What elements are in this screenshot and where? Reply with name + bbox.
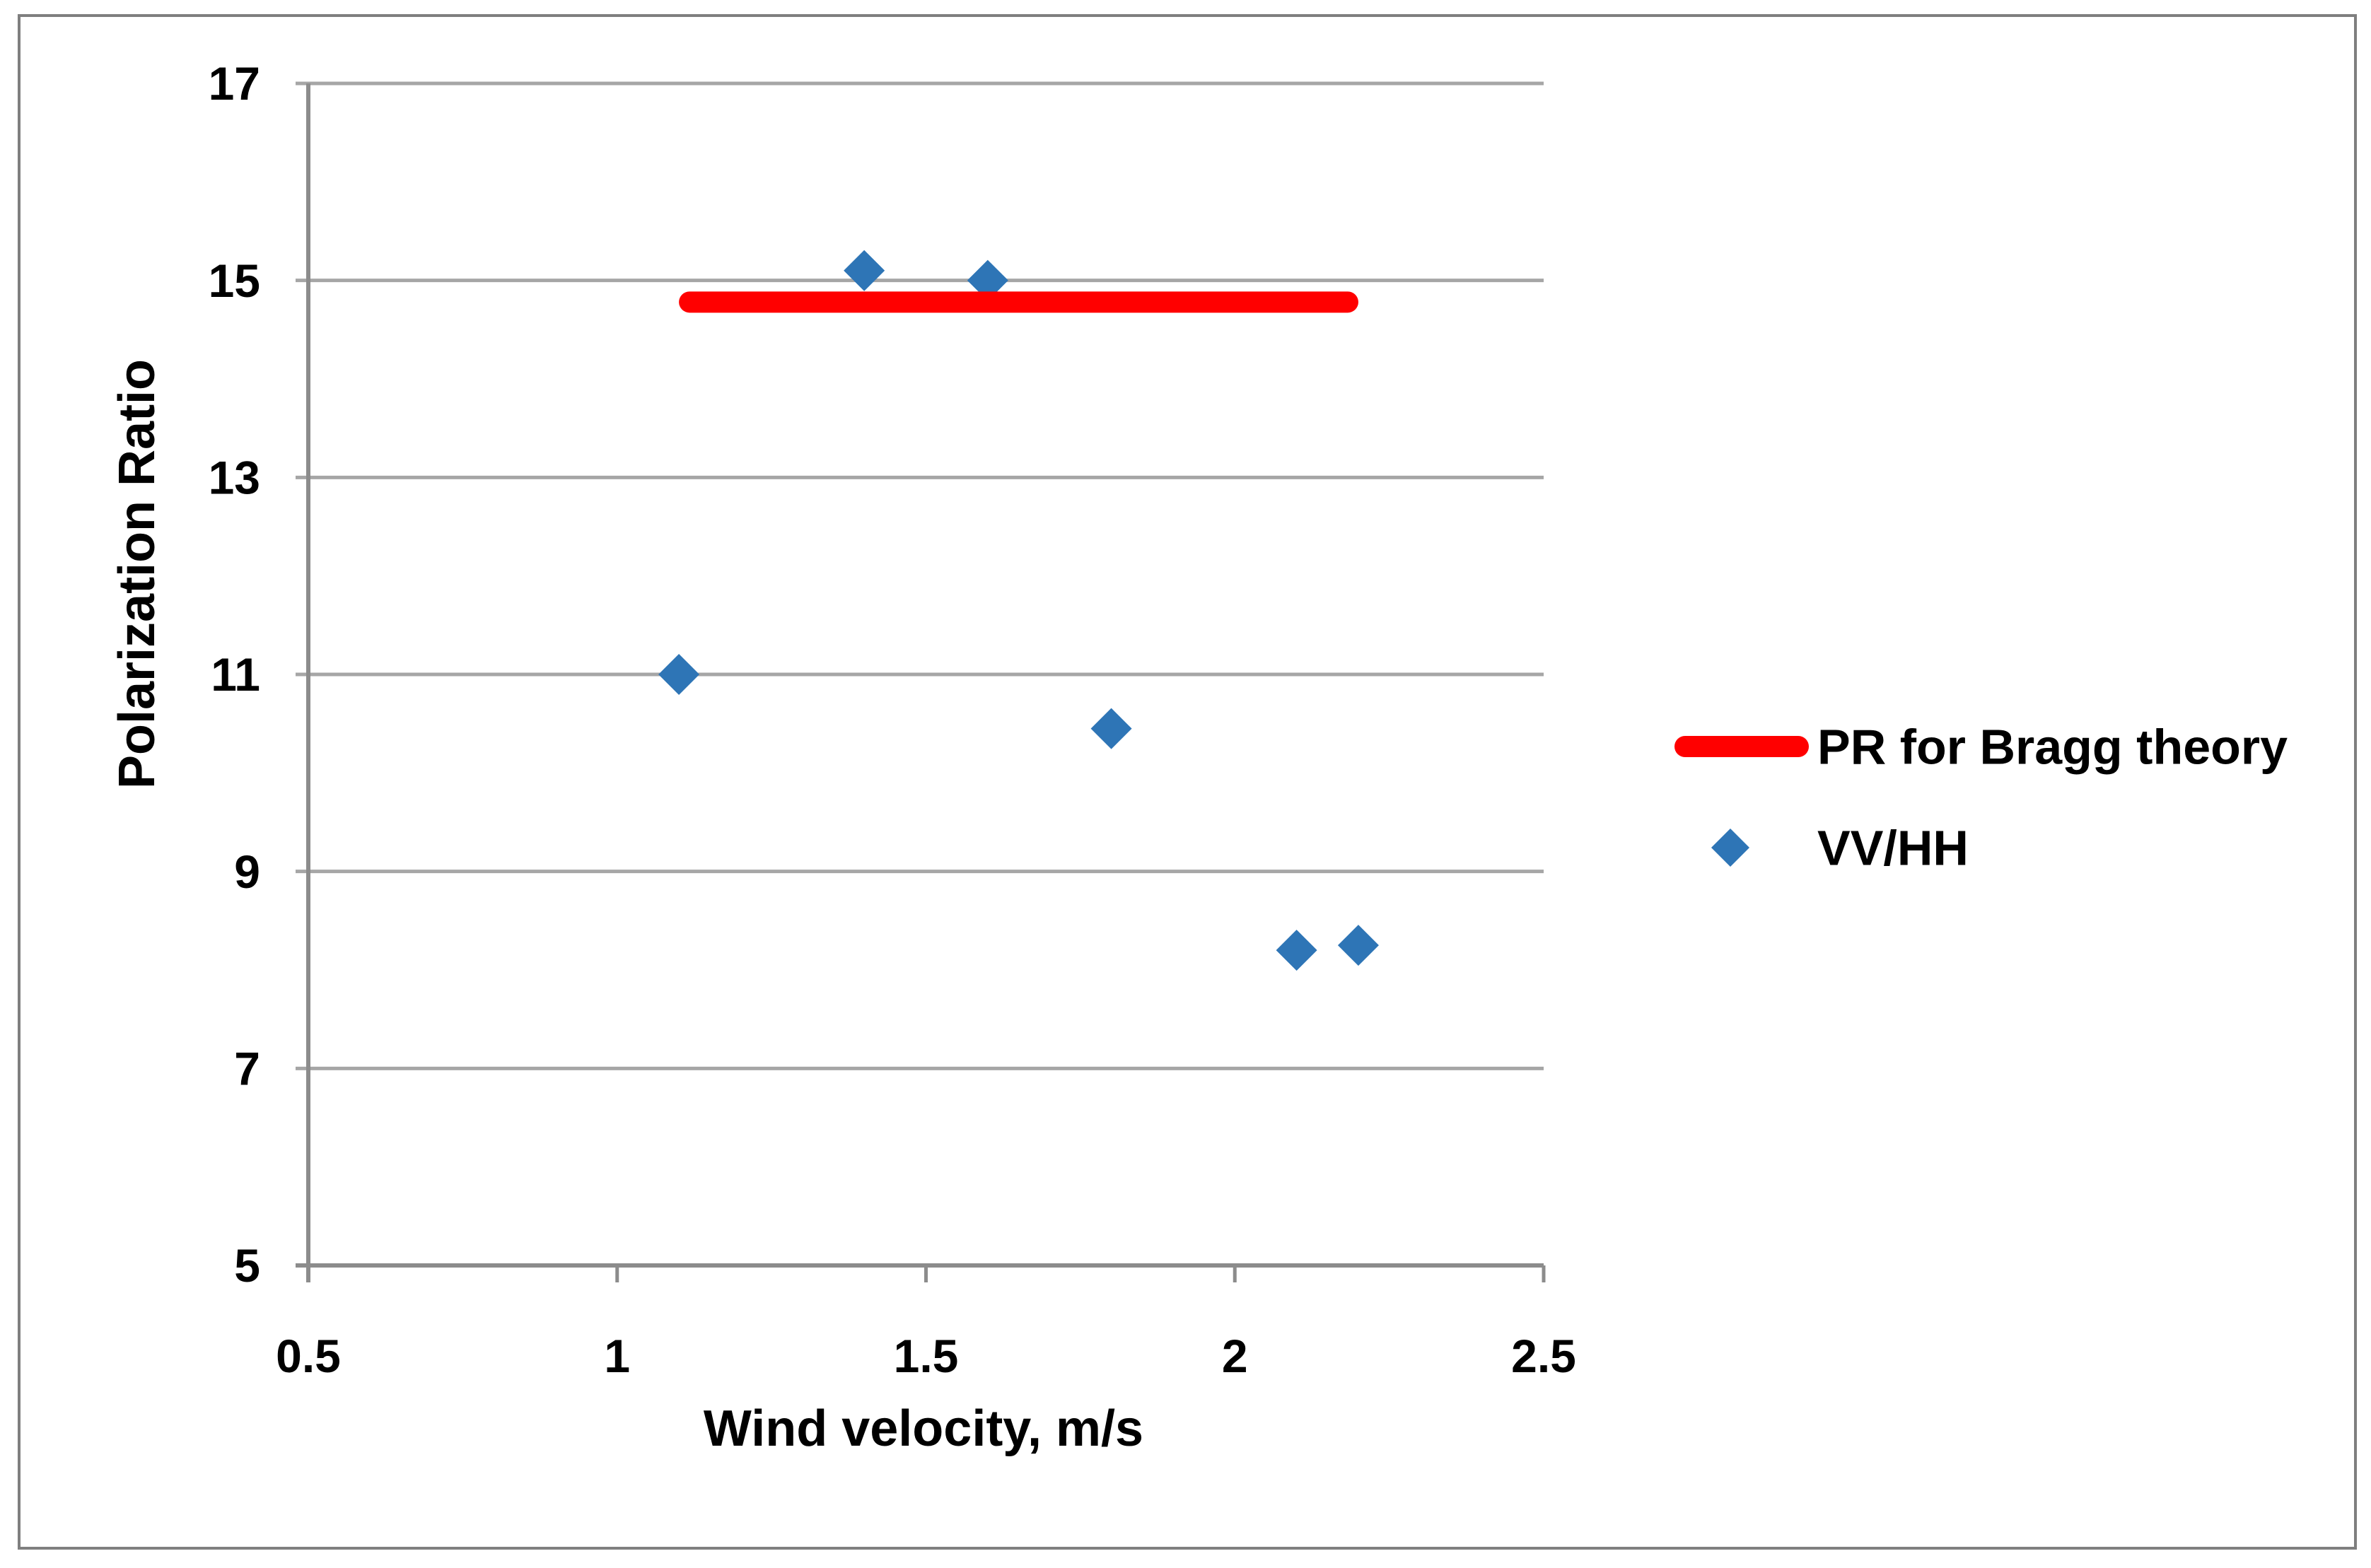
gridlines-group: [296, 81, 1544, 1268]
legend: PR for Bragg theory VV/HH: [1674, 720, 2288, 876]
y-tick-label: 9: [234, 846, 260, 898]
legend-vvhh-label: VV/HH: [1817, 821, 1969, 876]
legend-bragg-label: PR for Bragg theory: [1817, 720, 2288, 775]
legend-diamond-icon: [1711, 829, 1749, 867]
x-tick-label: 2: [1222, 1330, 1248, 1382]
chart-border: [18, 14, 2357, 1550]
data-point-diamond: [1337, 925, 1379, 966]
vvhh-points-group: [658, 250, 1379, 971]
x-tick-label: 1: [604, 1330, 630, 1382]
x-ticks-group: [306, 1265, 1546, 1282]
legend-item-bragg: PR for Bragg theory: [1674, 720, 2288, 775]
x-tick-labels-group: 0.5 1 1.5 2 2.5: [276, 1330, 1576, 1382]
data-point-diamond: [967, 259, 1008, 301]
y-axis-title: Polarization Ratio: [109, 359, 165, 789]
x-tick-label: 2.5: [1511, 1330, 1576, 1382]
x-tick-label: 1.5: [894, 1330, 959, 1382]
y-tick-labels-group: 5 7 9 11 13 15 17: [209, 57, 260, 1292]
y-tick-label: 17: [209, 57, 260, 110]
y-tick-label: 5: [234, 1239, 260, 1292]
x-axis-title: Wind velocity, m/s: [704, 1400, 1143, 1457]
data-point-diamond: [1090, 708, 1132, 749]
data-point-diamond: [658, 654, 700, 695]
x-tick-label: 0.5: [276, 1330, 341, 1382]
data-point-diamond: [1276, 930, 1317, 971]
legend-item-vvhh: VV/HH: [1711, 821, 1969, 876]
y-tick-label: 7: [234, 1042, 260, 1094]
axes-group: [296, 83, 1544, 1282]
y-tick-label: 13: [209, 451, 260, 503]
y-tick-label: 11: [211, 648, 260, 701]
y-tick-label: 15: [209, 254, 260, 307]
data-point-diamond: [844, 250, 885, 291]
